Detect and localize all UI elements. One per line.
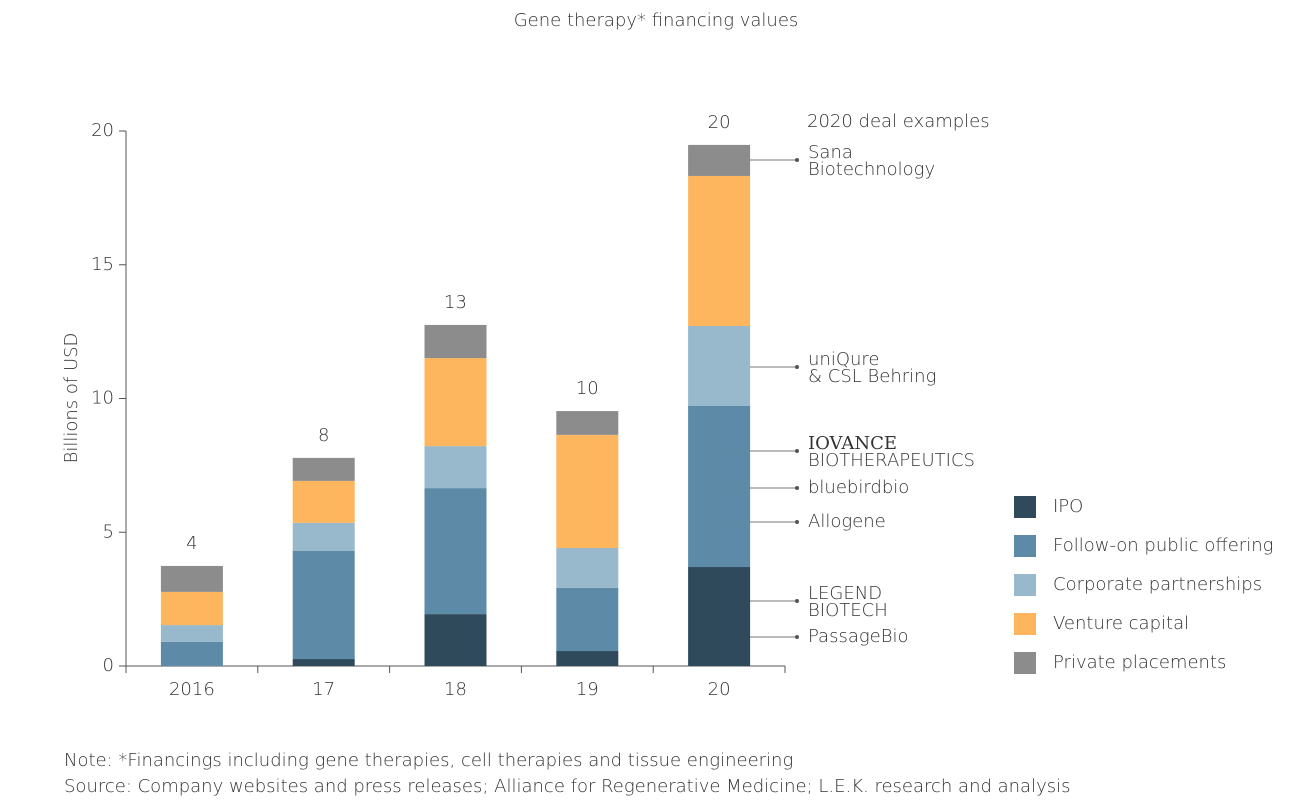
bar-segment: [160, 641, 223, 666]
bar-segment: [556, 434, 619, 549]
company-logo-text: PassageBio: [808, 626, 909, 647]
source: Source: Company websites and press relea…: [64, 776, 1071, 797]
legend-swatch: [1014, 496, 1036, 518]
x-tick-label: 17: [312, 679, 335, 700]
legend-label: Corporate partnerships: [1053, 574, 1262, 595]
legend-label: Private placements: [1053, 652, 1226, 673]
bar-segment: [292, 480, 355, 523]
company-logo-text: Allogene: [808, 511, 886, 532]
legend-swatch: [1014, 613, 1036, 635]
x-tick-label: 2016: [169, 679, 215, 700]
chart-title: Gene therapy* financing values: [514, 10, 799, 31]
bar-segment: [424, 614, 487, 666]
x-tick-label: 20: [708, 679, 731, 700]
y-axis-label: Billions of USD: [61, 333, 82, 464]
company-logo-text: & CSL Behring: [808, 366, 936, 387]
bar-segment: [556, 587, 619, 652]
total-label: 10: [576, 378, 599, 399]
leader-dot: [795, 635, 799, 639]
bar-segment: [292, 522, 355, 551]
leader-dot: [795, 486, 799, 490]
company-logo-text: BIOTHERAPEUTICS: [808, 450, 975, 471]
total-label: 8: [318, 425, 329, 446]
bar-segment: [688, 144, 751, 176]
bar-segment: [556, 548, 619, 588]
leader-dot: [795, 158, 799, 162]
x-tick-label: 18: [444, 679, 467, 700]
legend-swatch: [1014, 535, 1036, 557]
bar-segment: [424, 324, 487, 359]
bar-segment: [292, 550, 355, 660]
company-logo-text: bluebirdbio: [808, 477, 909, 498]
bar-segment: [688, 175, 751, 327]
bar-segment: [556, 411, 619, 435]
x-tick-label: 19: [576, 679, 599, 700]
bar-segment: [424, 358, 487, 447]
bar-segment: [688, 567, 751, 666]
bar-segment: [160, 591, 223, 626]
y-tick-label: 5: [103, 521, 114, 542]
leader-dot: [795, 449, 799, 453]
total-label: 4: [186, 533, 197, 554]
bar-segment: [688, 405, 751, 568]
bar-segment: [556, 651, 619, 666]
company-logo-text: BIOTECH: [808, 600, 888, 621]
legend-swatch: [1014, 652, 1036, 674]
bar-segment: [292, 659, 355, 666]
total-label: 13: [444, 292, 467, 313]
bar-segment: [424, 446, 487, 489]
total-label: 20: [708, 112, 731, 133]
bar-segment: [292, 457, 355, 481]
leader-dot: [795, 365, 799, 369]
company-logo-text: Sana: [808, 142, 853, 163]
legend-label: IPO: [1053, 496, 1083, 517]
legend-swatch: [1014, 574, 1036, 596]
leader-dot: [795, 599, 799, 603]
y-tick-label: 0: [103, 655, 114, 676]
company-logo-text: LEGEND: [808, 583, 882, 604]
note: Note: *Financings including gene therapi…: [64, 750, 793, 771]
y-tick-label: 10: [91, 388, 114, 409]
company-logo-text: uniQure: [808, 349, 879, 370]
bar-segment: [688, 326, 751, 406]
y-tick-label: 20: [91, 120, 114, 141]
legend-label: Venture capital: [1053, 613, 1189, 634]
annotation-title: 2020 deal examples: [807, 111, 990, 132]
legend-label: Follow-on public offering: [1053, 535, 1273, 556]
company-logo-text: IOVANCE: [808, 433, 897, 454]
bar-segment: [424, 488, 487, 615]
leader-dot: [795, 520, 799, 524]
y-tick-label: 15: [91, 254, 114, 275]
bar-segment: [160, 565, 223, 592]
company-logo-text: Biotechnology: [808, 159, 935, 180]
bar-segment: [160, 625, 223, 642]
